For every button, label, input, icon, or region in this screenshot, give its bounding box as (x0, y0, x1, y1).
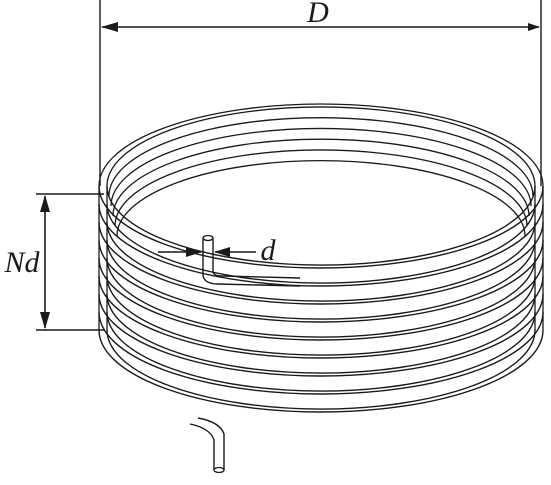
coil-front-arc (98, 275, 544, 359)
coil-inner-arc (112, 138, 530, 217)
diameter-label: D (306, 0, 329, 29)
coil-front-arc (98, 329, 544, 413)
coil-inner-arc (108, 117, 534, 197)
wire-label: d (261, 234, 277, 267)
coil-front-arc (106, 203, 536, 284)
coil-front-arc (98, 185, 544, 269)
diameter-dimension: D (99, 0, 542, 186)
coil-front-arc (98, 239, 544, 323)
height-arrowhead-bottom (40, 312, 50, 329)
outer-lead-wire (189, 417, 225, 474)
coil-front-arc (106, 221, 536, 302)
coil-front-arc (98, 203, 544, 287)
coil-back-arc (106, 106, 536, 187)
wire-arrowhead-left (186, 247, 202, 257)
coil-back-arc (98, 103, 544, 187)
coil-front-arc (98, 221, 544, 305)
coil-front-arc (98, 257, 544, 341)
diameter-arrowhead-left (101, 22, 118, 32)
coil-front-arc (106, 185, 536, 266)
wire-dimension: d (158, 234, 277, 267)
coil-front-arc (106, 275, 536, 356)
coil-front-arc (106, 329, 536, 410)
height-arrowhead-top (40, 195, 50, 212)
coil-front-arc (98, 311, 544, 395)
coil-inner-arc (110, 127, 532, 207)
coil-turns (98, 103, 544, 413)
coil-inner-arc (116, 159, 526, 237)
coil-front-arc (98, 293, 544, 377)
height-dimension: Nd (3, 193, 104, 331)
coil-front-arc (106, 311, 536, 392)
height-label: Nd (3, 246, 40, 279)
coil-inner-arc (114, 149, 528, 227)
coil-front-arc (106, 239, 536, 320)
coil-front-arc (106, 257, 536, 338)
inner-lead-wire (202, 234, 301, 287)
wire-arrowhead-right (214, 247, 230, 257)
coil-front-arc (106, 293, 536, 374)
